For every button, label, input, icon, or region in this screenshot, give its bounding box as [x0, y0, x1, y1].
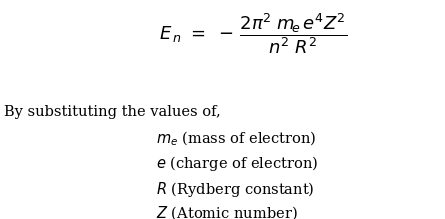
Text: $E_{\,n}\ =\ -\,\dfrac{2\pi^2\;m_{\!e}\,e^4Z^2}{n^2\;R^2}$: $E_{\,n}\ =\ -\,\dfrac{2\pi^2\;m_{\!e}\,…	[159, 11, 348, 56]
Text: $Z$ (Atomic number): $Z$ (Atomic number)	[156, 205, 297, 219]
Text: $R$ (Rydberg constant): $R$ (Rydberg constant)	[156, 180, 314, 199]
Text: $m_{e}$ (mass of electron): $m_{e}$ (mass of electron)	[156, 129, 316, 148]
Text: $e$ (charge of electron): $e$ (charge of electron)	[156, 154, 318, 173]
Text: By substituting the values of,: By substituting the values of,	[4, 105, 221, 119]
